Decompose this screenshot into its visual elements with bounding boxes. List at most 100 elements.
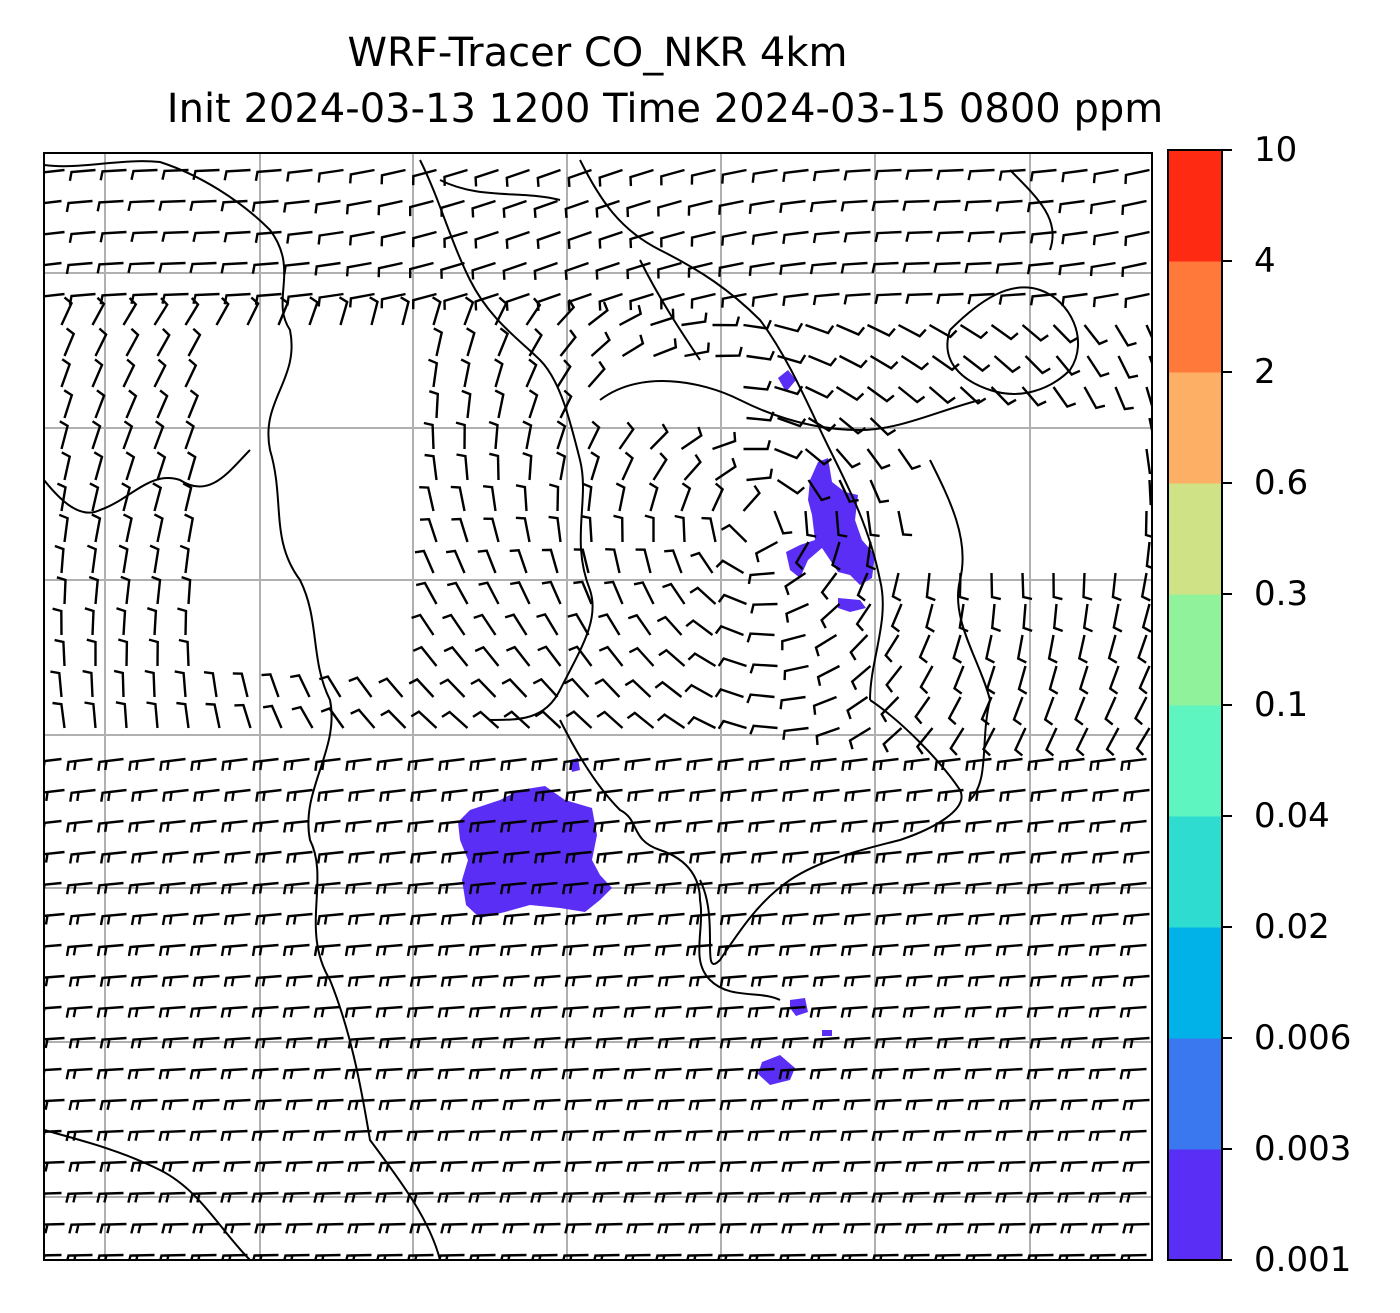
wind-barb <box>925 603 935 633</box>
colorbar-tick-label: 2 <box>1254 352 1276 392</box>
wind-barb <box>871 881 899 895</box>
wind-barb <box>161 1036 189 1049</box>
wind-barb <box>44 757 62 771</box>
wind-barb <box>285 1222 313 1234</box>
wind-barb <box>528 389 539 419</box>
wind-barb <box>189 1191 217 1203</box>
wind-barb <box>505 292 530 311</box>
wind-barb <box>1112 603 1123 633</box>
wind-barb <box>905 1036 933 1049</box>
wind-barb <box>443 292 468 310</box>
wind-barb <box>1108 665 1120 695</box>
wind-barb <box>644 514 655 542</box>
wind-barb <box>189 1005 217 1018</box>
wind-barb <box>807 416 837 433</box>
wind-barb <box>68 230 96 244</box>
wind-barb <box>836 323 866 336</box>
wind-barb <box>497 327 510 357</box>
wind-barb <box>407 819 434 833</box>
wind-barb <box>654 1129 682 1142</box>
wind-barb <box>409 199 434 217</box>
wind-barb <box>286 230 313 244</box>
wind-barb <box>967 1222 995 1234</box>
wind-barb <box>184 297 200 326</box>
wind-barb <box>412 230 437 248</box>
wind-barb <box>655 757 682 771</box>
wind-barb <box>568 645 593 667</box>
wind-barb <box>189 881 217 895</box>
wind-barb <box>407 757 434 771</box>
wind-barb <box>716 1129 744 1142</box>
wind-barb <box>559 329 577 357</box>
wind-barb <box>814 633 838 657</box>
wind-barb <box>189 199 217 212</box>
wind-barb <box>1124 168 1150 185</box>
wind-barb <box>919 665 934 695</box>
wind-barb <box>254 1036 282 1049</box>
wind-barb <box>409 261 434 279</box>
wind-barb <box>750 912 778 926</box>
wind-barb <box>1135 727 1151 756</box>
wind-barb <box>1120 757 1147 771</box>
wind-barb <box>344 881 372 895</box>
wind-barb <box>690 292 716 309</box>
wind-barb <box>688 1160 716 1173</box>
wind-barb <box>933 1067 961 1080</box>
wind-barb <box>125 389 138 419</box>
wind-barb <box>995 881 1023 895</box>
wind-barb <box>563 677 590 698</box>
wind-barb <box>998 1222 1026 1234</box>
wind-barb <box>874 912 902 926</box>
wind-barb <box>530 881 558 895</box>
wind-barb <box>897 448 921 471</box>
wind-barb <box>998 1160 1026 1173</box>
wind-barb <box>44 261 62 267</box>
wind-barb <box>871 1005 899 1018</box>
wind-barb <box>68 974 96 987</box>
wind-barb <box>187 327 202 357</box>
wind-barb <box>869 417 897 437</box>
wind-barb <box>965 819 992 833</box>
coastlines-borders <box>44 159 1080 1260</box>
wind-barb <box>184 513 195 543</box>
wind-barb <box>541 580 562 605</box>
wind-barb <box>178 638 190 667</box>
wind-barb <box>410 850 437 864</box>
wind-barb <box>1083 324 1108 346</box>
wind-barb <box>1074 696 1086 726</box>
wind-barb <box>688 912 716 926</box>
wind-barb <box>286 850 313 864</box>
colorbar-tick-label: 0.003 <box>1254 1129 1352 1169</box>
wind-barb <box>99 1160 127 1173</box>
wind-barb <box>871 261 899 274</box>
wind-barb <box>424 453 438 481</box>
wind-barb <box>443 230 468 248</box>
wind-barb <box>65 881 93 895</box>
wind-barb <box>781 1222 809 1234</box>
wind-barb <box>313 1191 341 1203</box>
wind-barb <box>345 199 372 215</box>
wind-barb <box>409 912 437 926</box>
wind-barb <box>314 757 341 771</box>
wind-barb <box>835 510 848 538</box>
wind-barb <box>156 327 171 357</box>
wind-barb <box>840 1067 868 1080</box>
wind-barb <box>179 544 190 574</box>
wind-barb <box>283 819 310 833</box>
wind-barb <box>998 912 1026 926</box>
wind-barb <box>582 482 593 512</box>
wind-barb <box>375 1005 403 1018</box>
wind-barb <box>654 943 682 957</box>
wind-barb <box>657 1160 685 1173</box>
wind-barb <box>958 572 969 601</box>
wind-barb <box>68 1222 96 1234</box>
wind-barb <box>820 572 838 601</box>
wind-barb <box>378 1036 406 1049</box>
wind-barb <box>624 678 652 698</box>
wind-barb <box>184 420 195 450</box>
wind-barb <box>936 1160 964 1173</box>
wind-barb <box>1026 261 1054 275</box>
wind-barb <box>556 451 567 481</box>
wind-barb <box>482 485 497 512</box>
wind-barb <box>499 1005 527 1018</box>
